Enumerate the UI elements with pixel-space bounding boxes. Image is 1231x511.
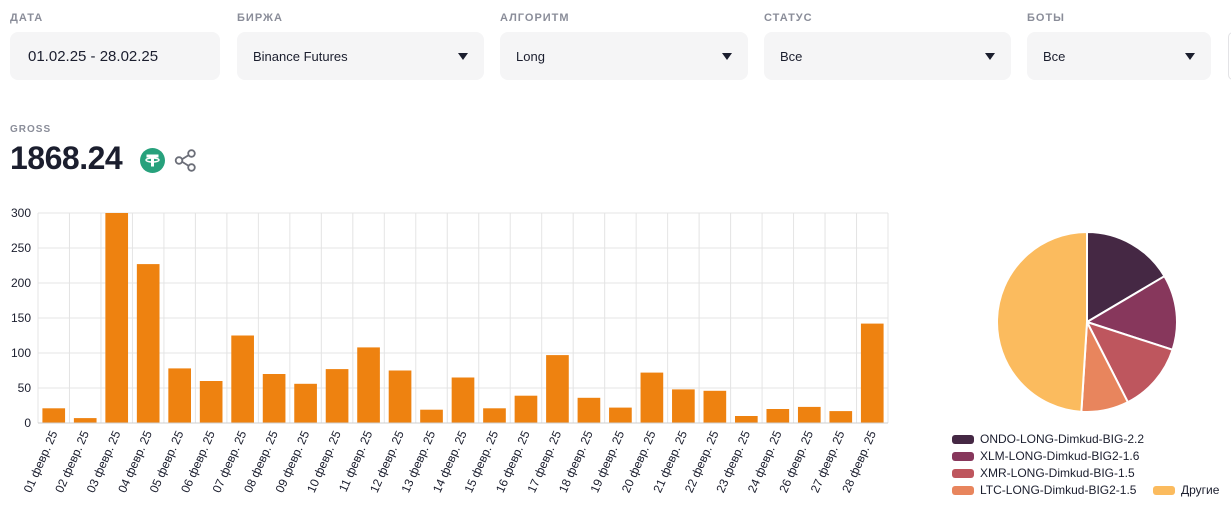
bar [829,411,853,423]
bar [168,368,191,423]
y-tick-label: 100 [11,346,31,360]
caret-down-icon [722,52,732,60]
filter-algorithm-label: АЛГОРИТМ [500,12,570,24]
y-tick-label: 300 [11,206,31,220]
y-tick-label: 0 [24,416,31,430]
bar [199,381,223,423]
bar [640,372,664,423]
bar [514,395,538,423]
legend-label: Другие [1181,483,1220,497]
legend-swatch [952,468,974,478]
pie-slice [1086,230,1166,324]
bar [577,397,601,423]
bar [420,409,443,423]
gross-label: GROSS [10,124,52,135]
legend-item[interactable]: LTC-LONG-Dimkud-BIG2-1.5 [952,483,1136,497]
legend-item[interactable]: XLM-LONG-Dimkud-BIG2-1.6 [952,449,1139,463]
filter-date-label: ДАТА [10,12,44,24]
bar [451,377,475,423]
bar [42,408,66,423]
bar [609,407,632,423]
bar [231,335,254,423]
y-tick-label: 50 [18,381,32,395]
filter-bots-label: БОТЫ [1027,12,1065,24]
pie-slice [1084,274,1178,352]
algorithm-select-value: Long [516,48,545,64]
bar [105,213,129,423]
legend-item[interactable]: ONDO-LONG-Dimkud-BIG-2.2 [952,432,1144,446]
bar [388,370,412,423]
status-select[interactable]: Все [764,32,1011,80]
bar [357,347,380,423]
caret-down-icon [458,52,468,60]
bar [703,390,727,423]
date-range-picker[interactable]: 01.02.25 - 28.02.25 [10,32,220,80]
date-range-value: 01.02.25 - 28.02.25 [28,47,159,65]
bots-select-value: Все [1043,48,1066,64]
legend-swatch [952,485,974,495]
bar [262,374,286,423]
legend-label: XMR-LONG-Dimkud-BIG-1.5 [980,466,1135,480]
filter-exchange-label: БИРЖА [237,12,283,24]
bar [735,416,758,423]
legend-label: XLM-LONG-Dimkud-BIG2-1.6 [980,449,1140,463]
legend-item[interactable]: Другие [1153,483,1219,497]
caret-down-icon [1185,52,1195,60]
bar [294,383,317,423]
bar [860,323,884,423]
bar [672,389,695,423]
exchange-select[interactable]: Binance Futures [237,32,484,80]
bots-select[interactable]: Все [1027,32,1211,80]
bar [483,408,506,423]
y-tick-label: 250 [11,241,31,255]
exchange-select-value: Binance Futures [253,48,348,64]
legend-label: ONDO-LONG-Dimkud-BIG-2.2 [980,432,1145,446]
y-tick-label: 150 [11,311,31,325]
y-tick-label: 200 [11,276,31,290]
bots-pie-chart [996,230,1178,413]
filter-status-label: СТАТУС [764,12,813,24]
gross-value: 1868.24 [10,140,123,176]
pie-slice [1085,320,1174,404]
bar [136,264,160,423]
legend-swatch [952,451,974,461]
algorithm-select[interactable]: Long [500,32,748,80]
share-icon[interactable] [173,148,198,173]
bar [73,418,97,423]
status-select-value: Все [780,48,803,64]
legend-label: LTC-LONG-Dimkud-BIG2-1.5 [980,483,1137,497]
bar [766,409,790,423]
pie-slice [996,230,1088,413]
bar [797,406,821,423]
legend-swatch [1153,485,1175,495]
usdt-tether-icon [140,148,165,173]
caret-down-icon [985,52,995,60]
legend-swatch [952,434,974,444]
bar [546,355,569,423]
legend-item[interactable]: XMR-LONG-Dimkud-BIG-1.5 [952,466,1135,480]
bar [325,369,349,423]
